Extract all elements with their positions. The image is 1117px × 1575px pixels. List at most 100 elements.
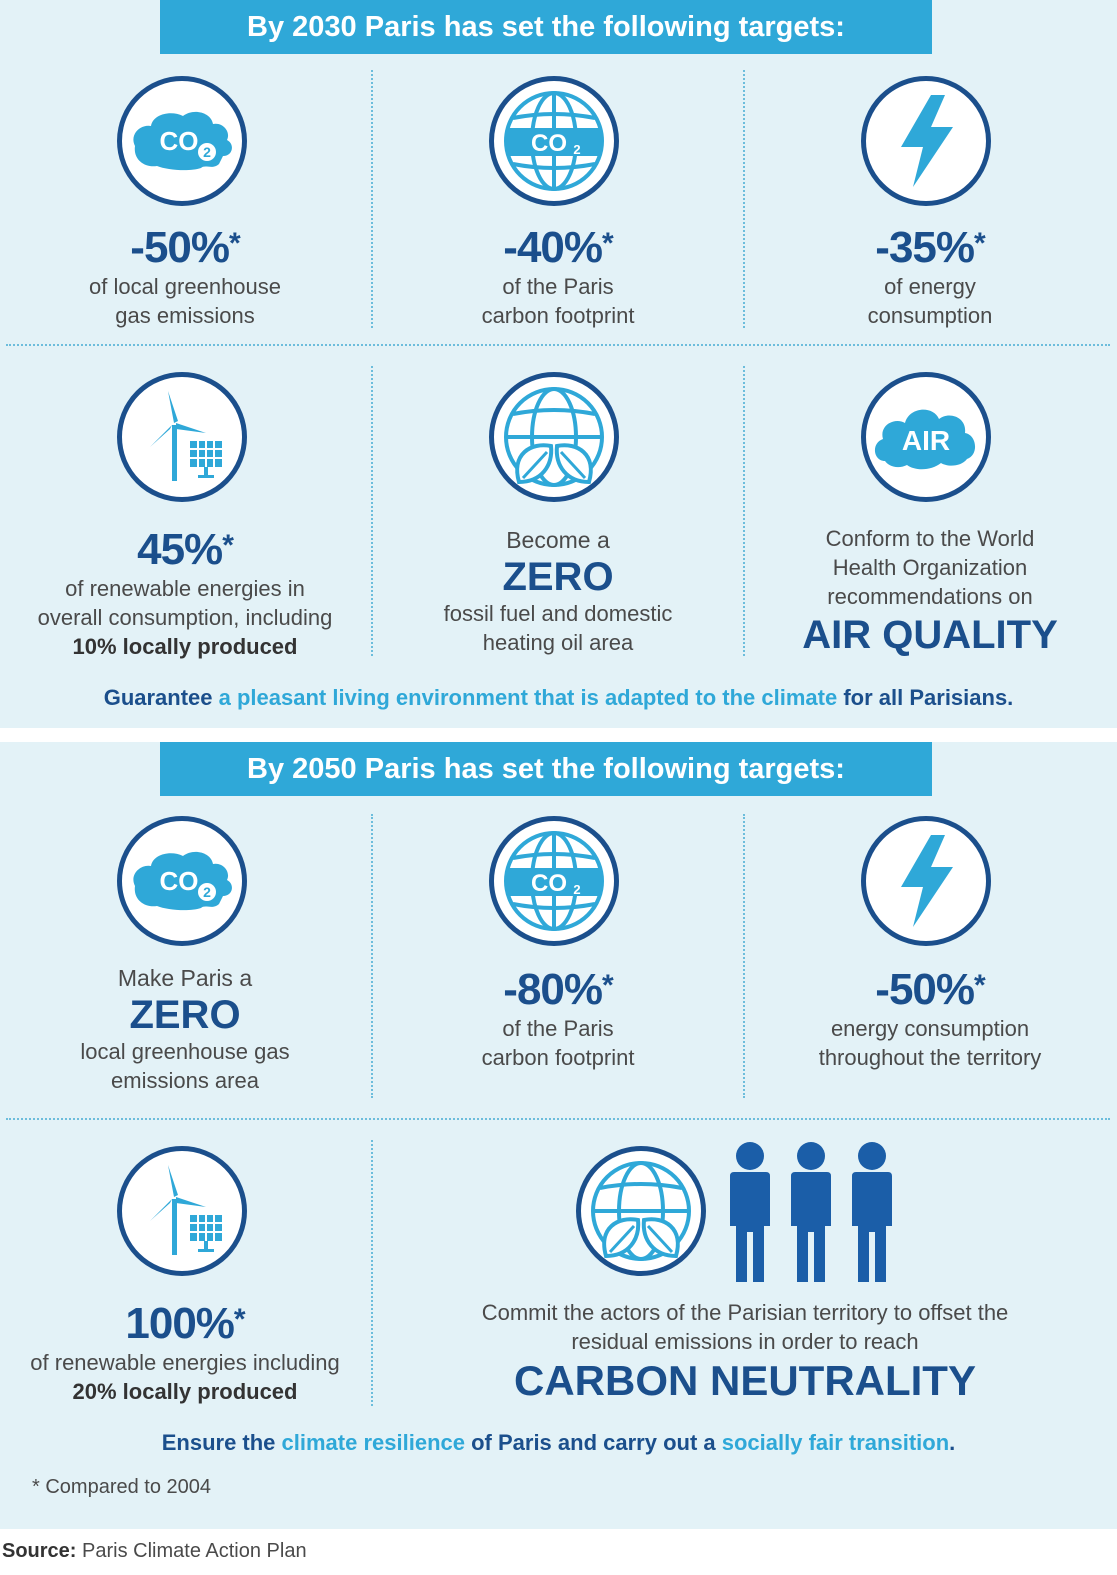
- target-2030-ghg: -50%* of local greenhouse gas emissions: [20, 224, 350, 330]
- target-2050-zero-ghg: Make Paris a ZERO local greenhouse gas e…: [20, 964, 350, 1095]
- tagline-2030: Guarantee a pleasant living environment …: [0, 685, 1117, 711]
- co2-globe-icon: CO 2: [489, 816, 619, 946]
- divider: [371, 70, 373, 328]
- target-desc: carbon footprint: [481, 1045, 635, 1070]
- target-value: 45%: [137, 525, 223, 574]
- target-2050-footprint: -80%* of the Paris carbon footprint: [393, 966, 723, 1072]
- target-desc-strong: 10% locally produced: [72, 634, 298, 659]
- target-2050-carbon-neutrality: Commit the actors of the Parisian territ…: [420, 1298, 1070, 1404]
- lightning-icon: [861, 816, 991, 946]
- target-air-quality: AIR QUALITY: [802, 613, 1058, 657]
- target-2030-energy: -35%* of energy consumption: [765, 224, 1095, 330]
- target-value: -40%: [503, 223, 603, 272]
- target-desc: consumption: [867, 303, 993, 328]
- target-pre: Make Paris a: [117, 965, 253, 991]
- co2-cloud-icon: CO 2: [117, 76, 247, 206]
- source-label: Source:: [2, 1540, 77, 1562]
- banner-2050: By 2050 Paris has set the following targ…: [160, 742, 932, 796]
- divider: [371, 366, 373, 656]
- target-desc: overall consumption, including: [37, 605, 333, 630]
- banner-2030: By 2030 Paris has set the following targ…: [160, 0, 932, 54]
- asterisk: *: [974, 227, 986, 260]
- co2-cloud-icon: CO 2: [117, 816, 247, 946]
- target-desc: of the Paris: [502, 274, 614, 299]
- tagline-part: for all Parisians.: [837, 685, 1014, 710]
- target-desc: gas emissions: [115, 303, 255, 328]
- lightning-icon: [861, 76, 991, 206]
- target-desc: of energy: [884, 274, 976, 299]
- svg-text:2: 2: [573, 882, 580, 897]
- target-value: -50%: [130, 223, 230, 272]
- tagline-highlight: climate resilience: [281, 1430, 465, 1455]
- svg-text:CO: CO: [531, 870, 567, 897]
- svg-text:2: 2: [203, 884, 211, 900]
- divider: [743, 814, 745, 1098]
- divider: [743, 70, 745, 328]
- divider: [371, 1140, 373, 1406]
- target-desc: fossil fuel and domestic: [443, 601, 673, 626]
- target-desc: of local greenhouse: [88, 274, 282, 299]
- tagline-part: of Paris and carry out a: [464, 1430, 722, 1455]
- asterisk: *: [602, 227, 614, 260]
- target-desc: local greenhouse gas: [80, 1039, 290, 1064]
- target-value: 100%: [125, 1299, 235, 1348]
- target-2030-air: Conform to the World Health Organization…: [765, 524, 1095, 657]
- target-desc: Conform to the World: [825, 526, 1035, 551]
- svg-text:2: 2: [203, 144, 211, 160]
- target-2030-renewables: 45%* of renewable energies in overall co…: [10, 526, 360, 661]
- tagline-2050: Ensure the climate resilience of Paris a…: [0, 1430, 1117, 1456]
- target-desc: of the Paris: [502, 1016, 614, 1041]
- people-icon: [730, 1142, 892, 1282]
- target-zero: ZERO: [129, 993, 241, 1037]
- target-2030-footprint: -40%* of the Paris carbon footprint: [393, 224, 723, 330]
- target-zero: ZERO: [502, 555, 614, 599]
- target-desc: emissions area: [111, 1068, 259, 1093]
- svg-text:2: 2: [573, 142, 580, 157]
- target-desc: Commit the actors of the Parisian territ…: [481, 1300, 1009, 1325]
- target-desc-strong: 20% locally produced: [72, 1379, 298, 1404]
- target-desc: heating oil area: [482, 630, 634, 655]
- tagline-highlight: socially fair transition: [721, 1430, 950, 1455]
- target-value: -50%: [875, 965, 975, 1014]
- asterisk: *: [602, 969, 614, 1002]
- target-desc: throughout the territory: [818, 1045, 1042, 1070]
- target-desc: of renewable energies in: [65, 576, 305, 601]
- tagline-part: .: [949, 1430, 956, 1455]
- target-value: -35%: [875, 223, 975, 272]
- target-pre: Become a: [506, 527, 610, 553]
- tagline-part: Guarantee: [103, 685, 219, 710]
- divider: [6, 344, 1110, 346]
- asterisk: *: [229, 227, 241, 260]
- target-2050-energy: -50%* energy consumption throughout the …: [765, 966, 1095, 1072]
- wind-solar-icon: [117, 1146, 247, 1276]
- air-cloud-icon: AIR: [861, 372, 991, 502]
- tagline-highlight: a pleasant living environment that is ad…: [218, 685, 838, 710]
- svg-text:CO: CO: [531, 130, 567, 157]
- divider: [6, 1118, 1110, 1120]
- asterisk: *: [974, 969, 986, 1002]
- globe-leaves-icon: [489, 372, 619, 502]
- tagline-part: Ensure the: [161, 1430, 282, 1455]
- co2-label: CO: [160, 126, 199, 156]
- target-desc: carbon footprint: [481, 303, 635, 328]
- svg-text:CO: CO: [160, 866, 199, 896]
- target-2050-renewables: 100%* of renewable energies including 20…: [10, 1300, 360, 1406]
- target-desc: residual emissions in order to reach: [571, 1329, 919, 1354]
- asterisk: *: [233, 1303, 246, 1336]
- target-2030-zero-fossil: Become a ZERO fossil fuel and domestic h…: [393, 526, 723, 657]
- co2-globe-icon: CO 2: [489, 76, 619, 206]
- divider: [743, 366, 745, 656]
- source-line: Source: Paris Climate Action Plan: [2, 1540, 307, 1563]
- footnote: * Compared to 2004: [32, 1476, 212, 1498]
- target-desc: energy consumption: [830, 1016, 1030, 1041]
- asterisk: *: [222, 529, 234, 562]
- source-text: Paris Climate Action Plan: [76, 1540, 307, 1562]
- target-headline: CARBON NEUTRALITY: [514, 1357, 976, 1404]
- target-desc: Health Organization: [832, 555, 1028, 580]
- target-desc: recommendations on: [827, 584, 1033, 609]
- divider: [371, 814, 373, 1098]
- target-value: -80%: [503, 965, 603, 1014]
- globe-leaves-icon: [576, 1146, 706, 1276]
- target-desc: of renewable energies including: [30, 1350, 340, 1375]
- wind-solar-icon: [117, 372, 247, 502]
